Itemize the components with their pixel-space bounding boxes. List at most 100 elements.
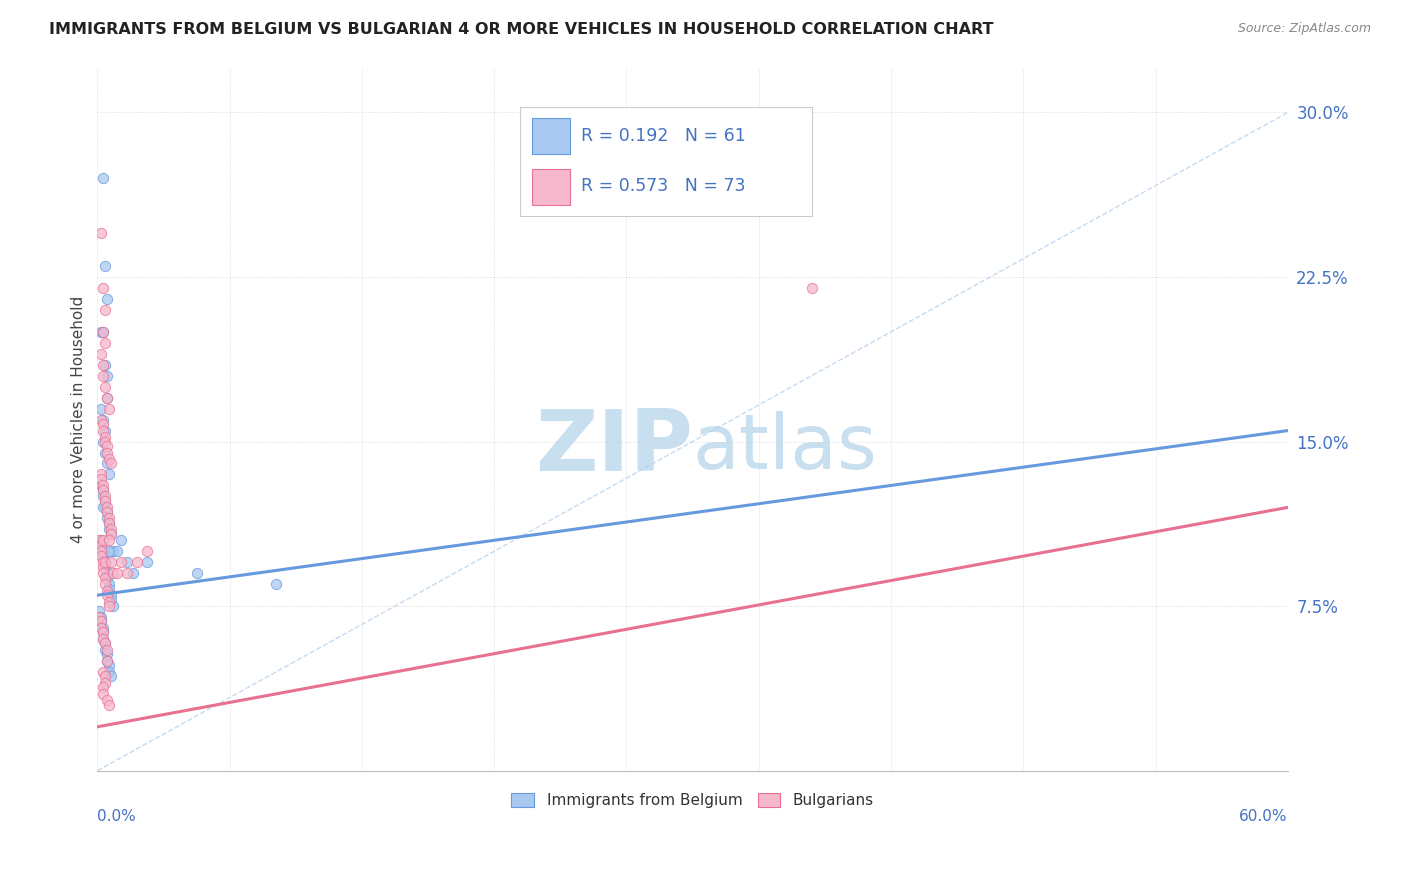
Point	[100, 526, 122, 541]
Point	[90, 347, 112, 361]
Point	[94, 555, 117, 569]
Point	[91, 281, 114, 295]
Point	[115, 555, 138, 569]
Point	[91, 434, 114, 449]
Point	[91, 533, 114, 548]
Point	[96, 571, 118, 585]
Point	[90, 472, 112, 486]
Point	[96, 654, 118, 668]
Point	[91, 483, 114, 497]
Point	[100, 457, 122, 471]
Point	[89, 603, 111, 617]
Text: IMMIGRANTS FROM BELGIUM VS BULGARIAN 4 OR MORE VEHICLES IN HOUSEHOLD CORRELATION: IMMIGRANTS FROM BELGIUM VS BULGARIAN 4 O…	[49, 22, 994, 37]
Point	[96, 511, 118, 525]
Point	[98, 599, 121, 614]
Point	[91, 625, 114, 640]
Point	[91, 478, 114, 492]
Point	[115, 566, 138, 581]
Point	[98, 595, 121, 609]
Point	[98, 452, 121, 467]
Point	[264, 577, 287, 591]
Point	[91, 490, 114, 504]
Point	[91, 358, 114, 372]
Point	[94, 434, 117, 449]
Point	[94, 493, 117, 508]
Point	[94, 676, 117, 690]
Point	[90, 533, 112, 548]
Point	[91, 625, 114, 640]
Point	[96, 643, 118, 657]
Point	[90, 615, 112, 629]
Point	[98, 516, 121, 530]
Point	[122, 566, 145, 581]
Point	[96, 505, 118, 519]
Point	[94, 636, 117, 650]
Point	[91, 544, 114, 558]
Point	[103, 599, 125, 614]
Point	[96, 391, 118, 405]
Point	[94, 493, 117, 508]
Point	[94, 430, 117, 444]
Point	[98, 533, 121, 548]
Point	[800, 281, 823, 295]
Point	[90, 621, 112, 635]
Point	[90, 544, 112, 558]
Point	[94, 669, 117, 683]
Point	[91, 566, 114, 581]
Point	[98, 511, 121, 525]
Point	[90, 478, 112, 492]
Point	[103, 566, 125, 581]
Text: 0.0%: 0.0%	[97, 809, 136, 824]
Point	[186, 566, 208, 581]
Point	[780, 171, 803, 186]
Text: 60.0%: 60.0%	[1239, 809, 1288, 824]
Point	[94, 577, 117, 591]
Point	[94, 335, 117, 350]
Point	[98, 577, 121, 591]
Point	[94, 259, 117, 273]
Point	[98, 401, 121, 416]
Point	[91, 325, 114, 339]
Point	[110, 533, 132, 548]
Point	[94, 555, 117, 569]
Point	[91, 171, 114, 186]
Point	[91, 681, 114, 695]
Point	[90, 610, 112, 624]
Point	[98, 698, 121, 712]
Point	[125, 555, 148, 569]
Point	[98, 582, 121, 596]
Point	[94, 380, 117, 394]
Point	[96, 505, 118, 519]
Text: atlas: atlas	[693, 410, 877, 484]
Point	[91, 665, 114, 679]
Text: ZIP: ZIP	[534, 406, 693, 489]
Point	[100, 669, 122, 683]
Text: Source: ZipAtlas.com: Source: ZipAtlas.com	[1237, 22, 1371, 36]
Point	[94, 490, 117, 504]
Point	[98, 665, 121, 679]
Point	[98, 522, 121, 536]
Point	[96, 648, 118, 662]
Point	[91, 500, 114, 515]
Point	[91, 632, 114, 646]
Point	[96, 693, 118, 707]
Point	[136, 544, 159, 558]
Point	[90, 538, 112, 552]
Point	[89, 610, 111, 624]
Point	[90, 538, 112, 552]
Point	[90, 615, 112, 629]
Point	[90, 549, 112, 563]
Point	[94, 571, 117, 585]
Point	[100, 588, 122, 602]
Point	[91, 559, 114, 574]
Point	[90, 467, 112, 482]
Point	[98, 544, 121, 558]
Point	[91, 687, 114, 701]
Point	[90, 412, 112, 426]
Point	[94, 559, 117, 574]
Point	[91, 325, 114, 339]
Point	[91, 621, 114, 635]
Point	[94, 358, 117, 372]
Point	[90, 401, 112, 416]
Point	[89, 533, 111, 548]
